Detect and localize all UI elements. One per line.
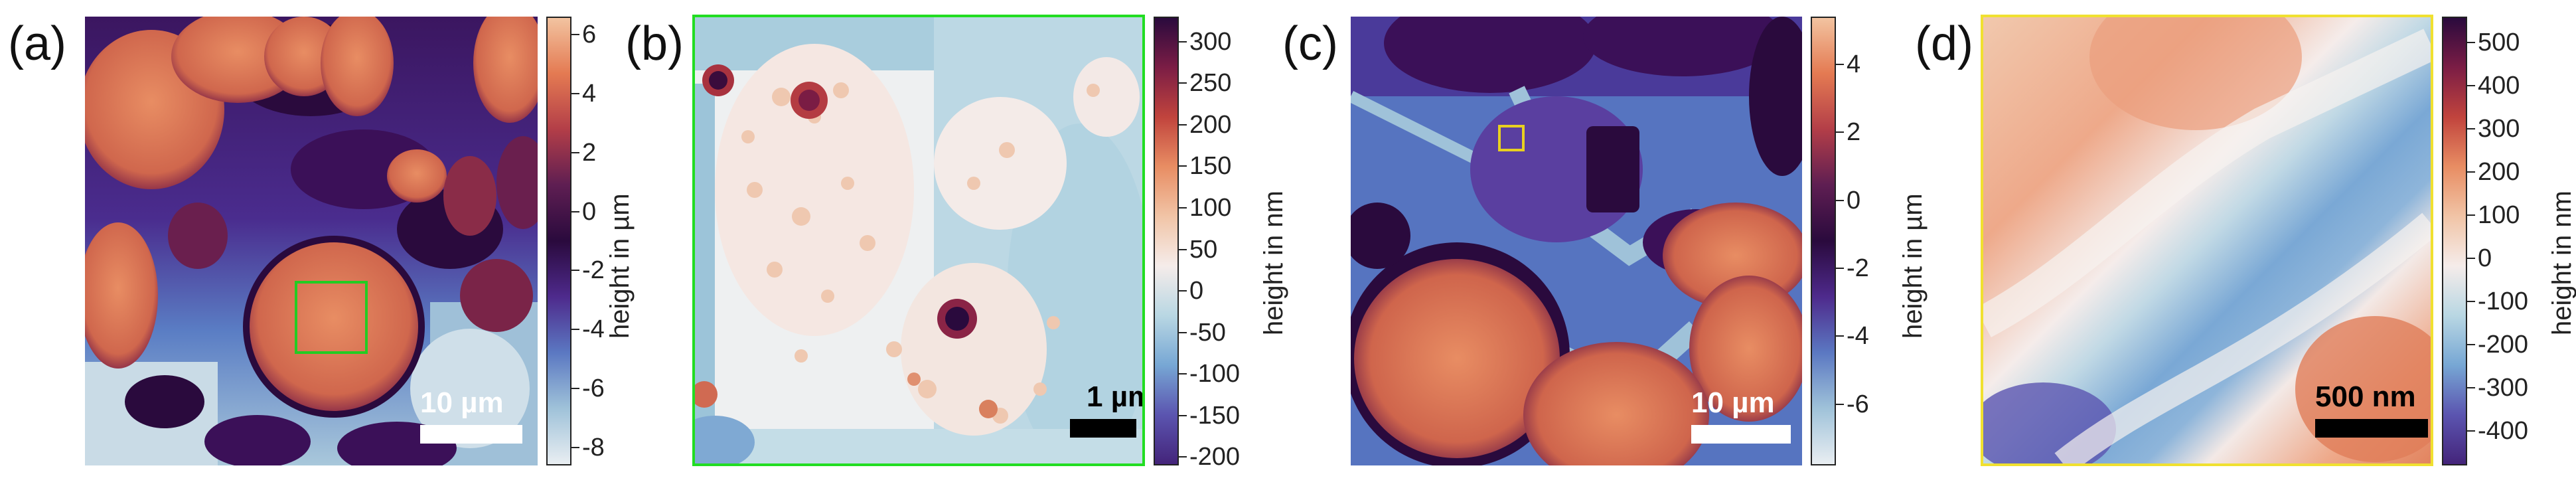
region-box-a (295, 281, 368, 354)
colorbar-tick-mark (1836, 335, 1844, 337)
colorbar-tick-label: 2 (1847, 118, 1861, 147)
colorbar-tick-mark (1179, 41, 1187, 42)
colorbar-c (1811, 17, 1836, 465)
colorbar-tick-mark (1179, 82, 1187, 84)
colorbar-b (1154, 17, 1179, 465)
colorbar-tick-label: -8 (582, 434, 605, 462)
colorbar-tick-mark (571, 447, 579, 449)
colorbar-title-d: height in nm (2547, 191, 2576, 335)
colorbar-tick-label: 250 (1189, 69, 1232, 98)
colorbar-tick-mark (1179, 373, 1187, 375)
scalebar-a (420, 425, 522, 444)
colorbar-tick-label: -6 (582, 374, 605, 403)
colorbar-title-c: height in µm (1898, 193, 1928, 339)
colorbar-tick-mark (2467, 128, 2475, 129)
colorbar-tick-mark (1179, 290, 1187, 292)
region-box-c (1498, 125, 1525, 151)
colorbar-tick-mark (571, 388, 579, 390)
colorbar-tick-mark (2467, 430, 2475, 432)
scalebar-d (2315, 419, 2428, 438)
colorbar-tick-label: -400 (2478, 417, 2529, 445)
colorbar-tick-label: 4 (1847, 50, 1861, 78)
colorbar-tick-mark (1836, 63, 1844, 65)
scalebar-label-a: 10 µm (420, 386, 504, 419)
colorbar-tick-mark (2467, 258, 2475, 259)
scalebar-label-d: 500 nm (2315, 380, 2416, 413)
colorbar-title-b: height in nm (1259, 191, 1288, 335)
afm-image-b: 1 µm (692, 15, 1145, 466)
colorbar-tick-label: -100 (1189, 360, 1241, 388)
colorbar-tick-mark (2467, 42, 2475, 43)
colorbar-tick-label: -2 (1847, 254, 1869, 282)
colorbar-d (2442, 17, 2467, 465)
colorbar-tick-mark (1179, 331, 1187, 333)
colorbar-tick-label: 100 (1189, 193, 1232, 222)
colorbar-tick-mark (571, 329, 579, 331)
colorbar-tick-label: 6 (582, 20, 597, 48)
scalebar-label-c: 10 µm (1691, 386, 1775, 419)
colorbar-tick-label: -4 (1847, 322, 1869, 351)
colorbar-tick-label: 300 (1189, 27, 1232, 56)
colorbar-tick-label: -200 (1189, 443, 1241, 471)
colorbar-tick-label: 200 (2478, 158, 2520, 186)
colorbar-tick-mark (571, 33, 579, 35)
colorbar-tick-label: 4 (582, 79, 597, 108)
colorbar-tick-mark (1179, 165, 1187, 167)
colorbar-tick-mark (1179, 207, 1187, 208)
afm-image-a: 10 µm (85, 17, 538, 465)
colorbar-tick-mark (2467, 85, 2475, 86)
panel-label-b: (b) (625, 17, 684, 70)
colorbar-tick-label: -300 (2478, 374, 2529, 402)
colorbar-tick-label: 100 (2478, 201, 2520, 229)
colorbar-tick-mark (571, 270, 579, 272)
colorbar-title-a: height in µm (605, 193, 635, 339)
colorbar-tick-mark (2467, 301, 2475, 302)
afm-image-c: 10 µm (1351, 17, 1802, 465)
colorbar-tick-mark (1836, 131, 1844, 133)
colorbar-tick-mark (2467, 214, 2475, 216)
colorbar-tick-label: -4 (582, 315, 605, 344)
colorbar-tick-mark (2467, 387, 2475, 388)
colorbar-tick-label: -50 (1189, 318, 1226, 347)
colorbar-tick-label: 0 (1847, 186, 1861, 214)
colorbar-tick-label: 2 (582, 138, 597, 167)
colorbar-a (546, 17, 571, 465)
colorbar-tick-label: 150 (1189, 152, 1232, 181)
afm-image-d: 500 nm (1981, 15, 2433, 466)
panel-label-a: (a) (8, 17, 66, 70)
colorbar-tick-label: 400 (2478, 72, 2520, 100)
colorbar-tick-mark (571, 151, 579, 153)
colorbar-tick-mark (1179, 248, 1187, 250)
colorbar-tick-label: 0 (2478, 244, 2492, 272)
colorbar-tick-mark (1179, 456, 1187, 458)
scalebar-c (1691, 425, 1791, 444)
colorbar-tick-label: 0 (582, 197, 597, 226)
colorbar-tick-label: -2 (582, 256, 605, 285)
colorbar-tick-mark (1179, 414, 1187, 416)
colorbar-tick-mark (1179, 124, 1187, 125)
colorbar-tick-label: -100 (2478, 288, 2529, 315)
colorbar-tick-label: 50 (1189, 235, 1218, 264)
colorbar-tick-mark (2467, 344, 2475, 345)
colorbar-tick-label: 0 (1189, 277, 1204, 305)
colorbar-tick-label: -6 (1847, 390, 1869, 418)
colorbar-tick-label: 300 (2478, 115, 2520, 143)
colorbar-tick-mark (571, 210, 579, 212)
colorbar-tick-label: 500 (2478, 29, 2520, 56)
panel-label-d: (d) (1915, 17, 1973, 70)
scalebar-b (1070, 419, 1136, 438)
colorbar-tick-label: -150 (1189, 401, 1241, 430)
panel-label-c: (c) (1282, 17, 1338, 70)
colorbar-tick-mark (2467, 171, 2475, 173)
colorbar-tick-label: 200 (1189, 110, 1232, 139)
colorbar-tick-mark (571, 92, 579, 94)
colorbar-tick-mark (1836, 267, 1844, 269)
colorbar-tick-mark (1836, 199, 1844, 201)
scalebar-label-b: 1 µm (1087, 380, 1142, 413)
colorbar-tick-mark (1836, 403, 1844, 405)
colorbar-tick-label: -200 (2478, 331, 2529, 359)
